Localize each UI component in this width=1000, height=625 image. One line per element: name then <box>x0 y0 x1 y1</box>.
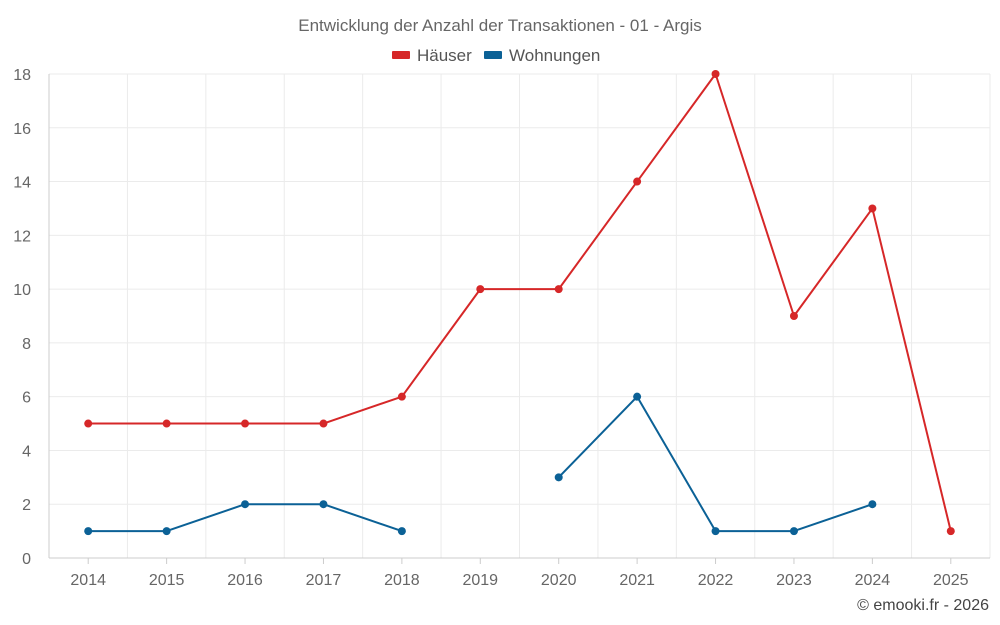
y-tick-label: 2 <box>22 497 31 514</box>
data-point-haeuser[interactable] <box>946 527 955 536</box>
x-tick-label: 2016 <box>227 572 263 589</box>
y-tick-label: 12 <box>13 228 31 245</box>
x-tick-label: 2020 <box>541 572 577 589</box>
data-point-wohnungen[interactable] <box>397 527 406 536</box>
series-wohnungen <box>84 392 877 536</box>
credit-text: © emooki.fr - 2026 <box>857 597 989 614</box>
y-tick-label: 18 <box>13 67 31 84</box>
y-tick-label: 6 <box>22 390 31 407</box>
series-line-wohnungen <box>557 395 873 533</box>
series-line-wohnungen <box>88 503 403 533</box>
data-point-haeuser[interactable] <box>241 419 250 428</box>
y-tick-label: 8 <box>22 336 31 353</box>
legend-swatch-wohnungen <box>484 51 502 59</box>
series-line-haeuser <box>88 73 952 532</box>
x-tick-label: 2019 <box>462 572 498 589</box>
x-tick-label: 2021 <box>619 572 655 589</box>
data-point-wohnungen[interactable] <box>868 500 877 509</box>
data-point-haeuser[interactable] <box>633 177 642 186</box>
y-tick-label: 0 <box>22 551 31 568</box>
legend-label-wohnungen: Wohnungen <box>509 46 600 65</box>
data-point-haeuser[interactable] <box>789 312 798 320</box>
legend-label-haeuser: Häuser <box>417 46 472 65</box>
x-tick-label: 2022 <box>698 572 734 589</box>
legend-item-haeuser[interactable]: Häuser <box>392 46 472 65</box>
x-tick-label: 2015 <box>149 572 185 589</box>
grid <box>48 73 991 558</box>
x-tick-label: 2024 <box>855 572 891 589</box>
x-tick-label: 2017 <box>306 572 342 589</box>
y-tick-label: 16 <box>13 121 31 138</box>
data-point-haeuser[interactable] <box>162 419 171 428</box>
data-point-wohnungen[interactable] <box>162 527 171 536</box>
x-tick-label: 2023 <box>776 572 812 589</box>
data-point-haeuser[interactable] <box>319 419 328 428</box>
data-point-haeuser[interactable] <box>476 285 485 294</box>
legend: Häuser Wohnungen <box>392 46 600 65</box>
data-point-wohnungen[interactable] <box>554 473 563 482</box>
data-point-wohnungen[interactable] <box>84 527 93 536</box>
data-point-wohnungen[interactable] <box>633 392 642 401</box>
data-point-haeuser[interactable] <box>711 70 720 78</box>
data-point-wohnungen[interactable] <box>319 500 328 509</box>
x-tick-label: 2018 <box>384 572 420 589</box>
data-point-haeuser[interactable] <box>84 419 93 428</box>
y-tick-label: 10 <box>13 282 31 299</box>
data-point-wohnungen[interactable] <box>789 527 798 536</box>
series-layer <box>84 70 955 536</box>
x-tick-label: 2025 <box>933 572 969 589</box>
legend-item-wohnungen[interactable]: Wohnungen <box>484 46 600 65</box>
data-point-haeuser[interactable] <box>868 204 877 213</box>
axes: 0 2 4 6 8 10 12 14 16 18 2014 2015 2016 2017 2018 2019 2… <box>13 67 990 589</box>
data-point-haeuser[interactable] <box>554 285 563 294</box>
y-tick-label: 14 <box>13 175 31 192</box>
data-point-wohnungen[interactable] <box>241 500 250 509</box>
y-tick-label: 4 <box>22 443 31 460</box>
data-point-haeuser[interactable] <box>397 392 406 401</box>
series-haeuser <box>84 70 955 536</box>
chart-title: Entwicklung der Anzahl der Transaktionen… <box>298 16 702 35</box>
data-point-wohnungen[interactable] <box>711 527 720 536</box>
x-tick-label: 2014 <box>70 572 106 589</box>
legend-swatch-haeuser <box>392 51 410 59</box>
